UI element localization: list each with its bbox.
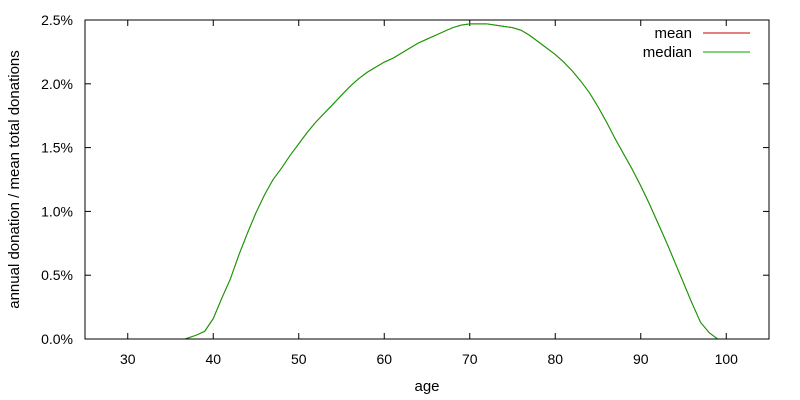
x-tick-label: 100 [715,351,739,367]
x-tick-label: 50 [291,351,307,367]
legend-label-median: median [643,44,692,61]
series-line-mean [184,23,727,340]
legend-label-mean: mean [654,25,692,42]
y-tick-label: 1.5% [41,140,73,156]
axis-ticks [85,19,769,340]
y-tick-label: 2.0% [41,76,73,92]
y-tick-label: 0.5% [41,267,73,283]
legend: mean median [643,25,750,61]
x-tick-label: 40 [205,351,221,367]
x-tick-label: 70 [462,351,478,367]
y-axis-label: annual donation / mean total donations [6,50,23,309]
y-tick-label: 1.0% [41,203,73,219]
x-tick-label: 90 [633,351,649,367]
y-tick-label: 2.5% [41,12,73,28]
y-tick-label: 0.0% [41,331,73,347]
x-axis-label: age [414,378,439,395]
x-tick-label: 30 [120,351,136,367]
axis-tick-labels: 30 40 50 60 70 80 90 100 0.0% 0.5% 1.0% 1.5% 2.0% 2.5… [41,12,738,367]
x-tick-label: 80 [547,351,563,367]
x-tick-label: 60 [376,351,392,367]
plot-frame [84,19,770,340]
series-lines [184,23,727,340]
series-line-median [184,23,727,340]
